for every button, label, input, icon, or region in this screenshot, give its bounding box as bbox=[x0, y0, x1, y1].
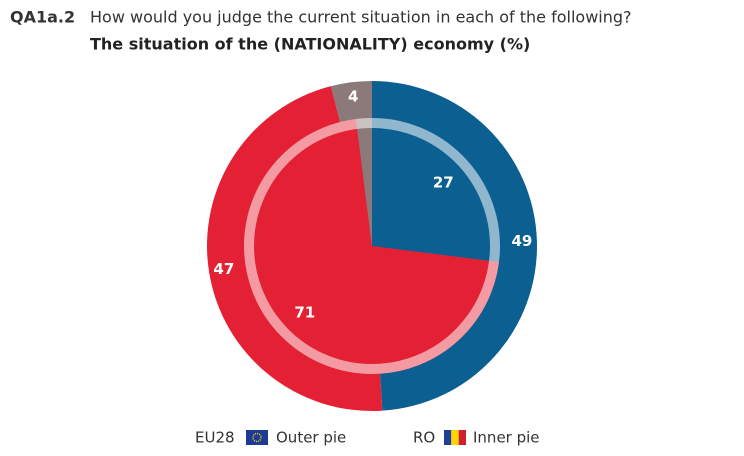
data-label: 49 bbox=[511, 232, 532, 250]
legend-series: RO bbox=[413, 429, 435, 447]
flag-ro bbox=[458, 430, 466, 445]
legend-text: Inner pie bbox=[473, 429, 540, 447]
data-label: 47 bbox=[213, 260, 234, 278]
data-label: 4 bbox=[348, 88, 358, 106]
slice bbox=[372, 118, 500, 263]
legend-series: EU28 bbox=[195, 429, 235, 447]
chart-label: QA1a.2 bbox=[10, 8, 75, 27]
data-label: 27 bbox=[433, 174, 454, 192]
slice bbox=[244, 119, 499, 374]
slice bbox=[355, 118, 372, 246]
flag-eu bbox=[246, 430, 268, 445]
flag-ro bbox=[451, 430, 459, 445]
legend-text: Outer pie bbox=[276, 429, 346, 447]
flag-ro bbox=[444, 430, 452, 445]
flag-stars bbox=[252, 432, 262, 443]
data-label: 71 bbox=[294, 304, 315, 322]
pies: 49 47 4 27 71 bbox=[207, 81, 537, 411]
legend: EU28 Outer pie RO Inner pie bbox=[195, 429, 540, 447]
ring bbox=[244, 118, 500, 374]
chart-subtitle: The situation of the (NATIONALITY) econo… bbox=[90, 35, 530, 54]
chart-title: How would you judge the current situatio… bbox=[90, 8, 632, 27]
